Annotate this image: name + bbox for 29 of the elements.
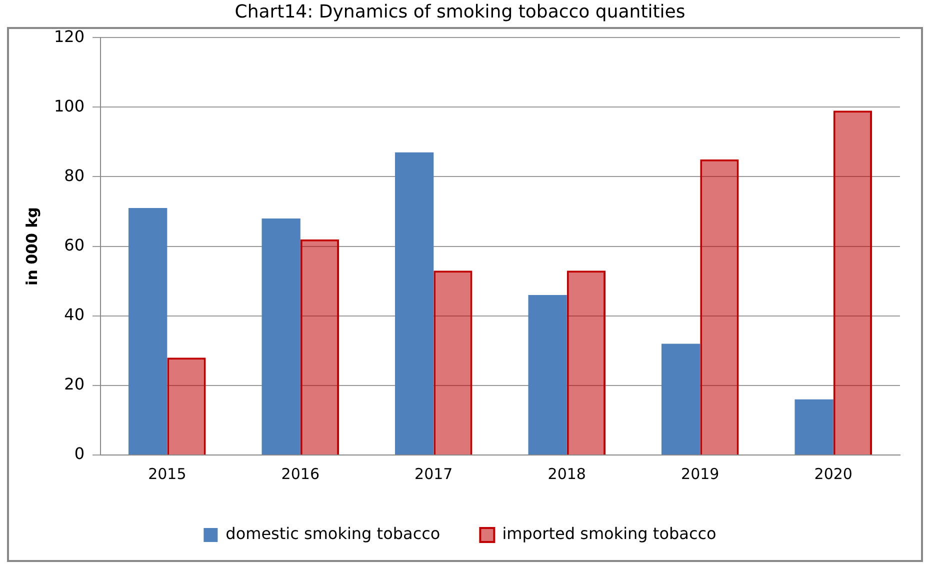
y-tick-label: 20 bbox=[64, 374, 85, 394]
bar bbox=[566, 270, 606, 454]
bar bbox=[661, 344, 700, 454]
bar bbox=[395, 152, 434, 454]
y-tick-label: 120 bbox=[54, 26, 85, 46]
y-axis-title: in 000 kg bbox=[22, 207, 41, 286]
y-tick-label: 60 bbox=[64, 235, 85, 254]
y-tick-label: 100 bbox=[54, 96, 85, 116]
bar bbox=[528, 294, 567, 454]
bar bbox=[833, 110, 872, 454]
bar bbox=[700, 159, 739, 454]
legend-label: domestic smoking tobacco bbox=[226, 524, 440, 544]
x-tick-label: 2016 bbox=[281, 464, 320, 483]
y-tick-label: 0 bbox=[74, 444, 85, 464]
x-tick-label: 2015 bbox=[148, 464, 186, 483]
bar bbox=[300, 239, 340, 454]
x-tick-label: 2019 bbox=[681, 464, 720, 483]
bar bbox=[167, 358, 206, 454]
y-tick-label: 80 bbox=[64, 166, 85, 185]
x-tick-label: 2020 bbox=[814, 464, 852, 483]
x-tick-label: 2017 bbox=[414, 464, 453, 483]
bar bbox=[434, 270, 472, 454]
bar bbox=[794, 399, 834, 454]
bar bbox=[128, 208, 168, 454]
legend-label: imported smoking tobacco bbox=[502, 524, 716, 544]
chart-title: Chart14: Dynamics of smoking tobacco quantities bbox=[234, 1, 686, 22]
bar bbox=[262, 218, 300, 454]
x-tick-label: 2018 bbox=[548, 464, 586, 483]
y-tick-label: 40 bbox=[64, 305, 85, 324]
